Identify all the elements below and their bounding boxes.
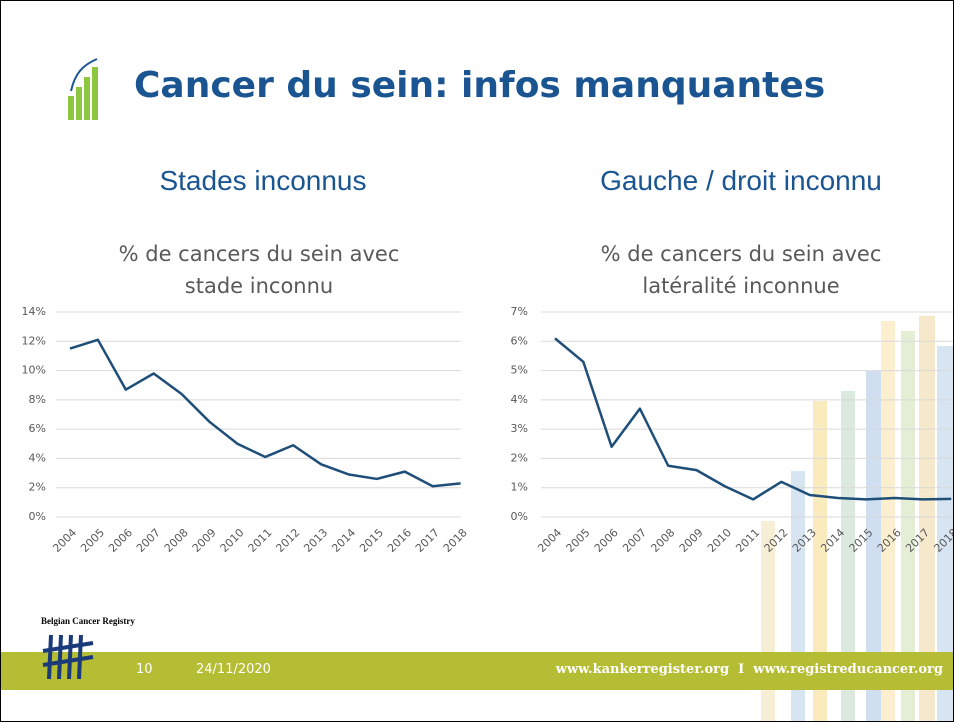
footer-links: www.kankerregister.org I www.registreduc…	[555, 662, 943, 677]
y-tick-label: 2%	[29, 481, 46, 494]
icon	[68, 58, 98, 120]
y-tick-label: 0%	[29, 510, 46, 523]
date: 24/11/2020	[196, 662, 271, 677]
y-tick-label: 6%	[29, 422, 46, 435]
x-tick-label: 2013	[301, 526, 330, 555]
y-tick-label: 1%	[511, 481, 528, 494]
x-tick-label: 2005	[564, 526, 593, 555]
x-tick-label: 2011	[246, 526, 275, 555]
footer-bar	[1, 652, 953, 690]
x-tick-label: 2005	[78, 526, 107, 555]
y-tick-label: 6%	[511, 334, 528, 347]
x-tick-label: 2007	[134, 526, 163, 555]
x-tick-label: 2010	[218, 526, 247, 555]
x-tick-label: 2009	[190, 526, 219, 555]
y-tick-label: 5%	[511, 364, 528, 377]
org-name: Belgian Cancer Registry	[41, 616, 135, 626]
x-tick-label: 2014	[329, 526, 358, 555]
page-number: 10	[136, 662, 153, 677]
x-tick-label: 2017	[413, 526, 442, 555]
y-tick-label: 10%	[22, 364, 46, 377]
y-tick-label: 7%	[511, 305, 528, 318]
y-tick-label: 2%	[511, 451, 528, 464]
data-line	[69, 338, 461, 488]
chart-heading: Gauche / droit inconnu	[600, 165, 882, 196]
x-tick-label: 2007	[620, 526, 649, 555]
x-tick-label: 2010	[705, 526, 734, 555]
x-tick-label: 2012	[273, 526, 302, 555]
y-tick-label: 12%	[22, 334, 46, 347]
chart-title: % de cancers du sein avec latéralité inc…	[600, 242, 882, 298]
x-tick-label: 2016	[385, 526, 414, 555]
x-tick-label: 2006	[592, 526, 621, 555]
logo	[42, 634, 94, 680]
x-tick-label: 2009	[677, 526, 706, 555]
y-tick-label: 0%	[511, 510, 528, 523]
x-tick-label: 2008	[648, 526, 677, 555]
x-tick-label: 2004	[535, 526, 564, 555]
x-tick-label: 2008	[162, 526, 191, 555]
y-tick-label: 4%	[511, 393, 528, 406]
y-tick-label: 4%	[29, 451, 46, 464]
x-tick-label: 2015	[357, 526, 386, 555]
y-tick-label: 3%	[511, 422, 528, 435]
x-tick-label: 2006	[106, 526, 135, 555]
slide-title: Cancer du sein: infos manquantes	[134, 65, 826, 106]
chart-title: % de cancers du sein avec stade inconnu	[118, 242, 400, 298]
chart-heading: Stades inconnus	[159, 165, 367, 196]
x-tick-label: 2004	[50, 526, 79, 555]
y-tick-label: 8%	[29, 393, 46, 406]
x-tick-label: 2018	[441, 526, 470, 555]
y-tick-label: 14%	[22, 305, 46, 318]
data-line	[554, 337, 952, 501]
x-tick-label: 2011	[733, 526, 762, 555]
